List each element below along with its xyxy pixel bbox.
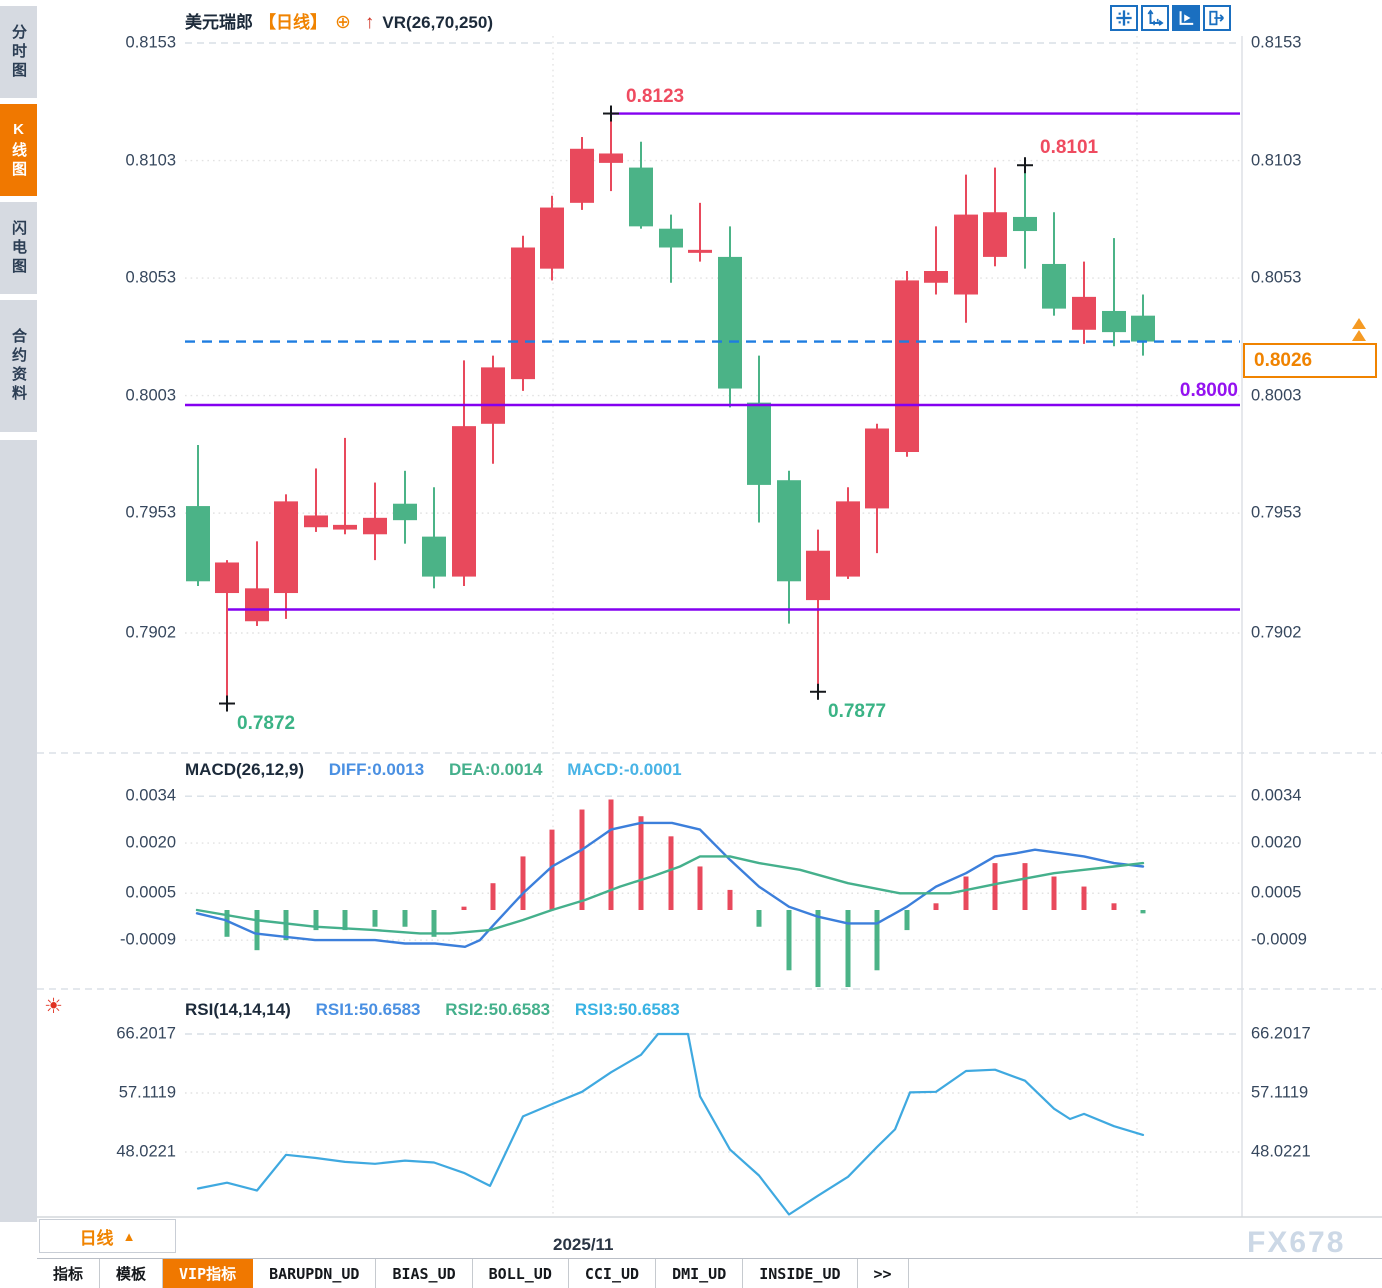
- tab-BOLL_UD[interactable]: BOLL_UD: [473, 1259, 569, 1288]
- chart-title: 美元瑞郎 【日线】 ⊕ ↑ VR(26,70,250): [185, 8, 493, 34]
- macd-hist-value: MACD:-0.0001: [567, 760, 682, 779]
- period-tag: 【日线】: [259, 13, 327, 32]
- rsi-header: RSI(14,14,14) RSI1:50.6583 RSI2:50.6583 …: [185, 1000, 700, 1020]
- tab-BARUPDN_UD[interactable]: BARUPDN_UD: [253, 1259, 377, 1288]
- indicator-tab-bar: 指标 模板 VIP指标 BARUPDN_UD BIAS_UD BOLL_UD CCI_UD D…: [37, 1258, 1382, 1288]
- sidebar: 分时图 K线图闪电图合约资料: [0, 0, 37, 1288]
- price-up-arrow-icon: [1352, 330, 1366, 341]
- tab->>[interactable]: >>: [858, 1259, 909, 1288]
- red-up-arrow-icon: ↑: [364, 12, 375, 33]
- x-axis-date-label: 2025/11: [553, 1235, 614, 1254]
- move-crosshair-icon[interactable]: [1110, 5, 1138, 31]
- sidebar-filler: [0, 440, 37, 1222]
- sidebar-item-4[interactable]: 合约资料: [0, 300, 37, 432]
- round-level-label: 0.8000: [1179, 380, 1238, 401]
- macd-params-label: MACD(26,12,9): [185, 760, 305, 779]
- macd-dea-value: DEA:0.0014: [448, 760, 543, 779]
- rsi3-value: RSI3:50.6583: [574, 1000, 680, 1019]
- pan-shift-icon[interactable]: [1203, 5, 1231, 31]
- overlay-indicator-label: VR(26,70,250): [382, 13, 493, 32]
- period-button-label: 日线: [79, 1228, 114, 1248]
- watermark: FX678: [1247, 1226, 1346, 1259]
- rsi1-value: RSI1:50.6583: [315, 1000, 421, 1019]
- tab-模板[interactable]: 模板: [100, 1259, 164, 1288]
- symbol-name: 美元瑞郎: [185, 13, 253, 32]
- tab-VIP指标[interactable]: VIP指标: [163, 1259, 254, 1288]
- rsi-params-label: RSI(14,14,14): [185, 1000, 291, 1019]
- tab-INSIDE_UD[interactable]: INSIDE_UD: [743, 1259, 858, 1288]
- macd-header: MACD(26,12,9) DIFF:0.0013 DEA:0.0014 MAC…: [185, 760, 702, 780]
- current-price-tag: 0.8026: [1243, 343, 1377, 378]
- rsi2-value: RSI2:50.6583: [445, 1000, 551, 1019]
- axis-zoom-icon[interactable]: [1141, 5, 1169, 31]
- triangle-up-icon: ▲: [122, 1228, 136, 1244]
- alarm-sun-icon[interactable]: ☀: [44, 994, 63, 1018]
- period-select-button[interactable]: 日线 ▲: [39, 1219, 176, 1253]
- sidebar-item-2[interactable]: K线图: [0, 104, 37, 196]
- tab-指标[interactable]: 指标: [37, 1259, 101, 1288]
- circle-plus-icon[interactable]: ⊕: [335, 12, 351, 33]
- sidebar-item-1[interactable]: 分时图: [0, 6, 37, 98]
- tab-DMI_UD[interactable]: DMI_UD: [656, 1259, 744, 1288]
- auto-scale-icon[interactable]: [1172, 5, 1200, 31]
- price-up-arrow-icon: [1352, 318, 1366, 329]
- macd-diff-value: DIFF:0.0013: [328, 760, 425, 779]
- sidebar-item-3[interactable]: 闪电图: [0, 202, 37, 294]
- tab-CCI_UD[interactable]: CCI_UD: [569, 1259, 657, 1288]
- tab-BIAS_UD[interactable]: BIAS_UD: [376, 1259, 473, 1288]
